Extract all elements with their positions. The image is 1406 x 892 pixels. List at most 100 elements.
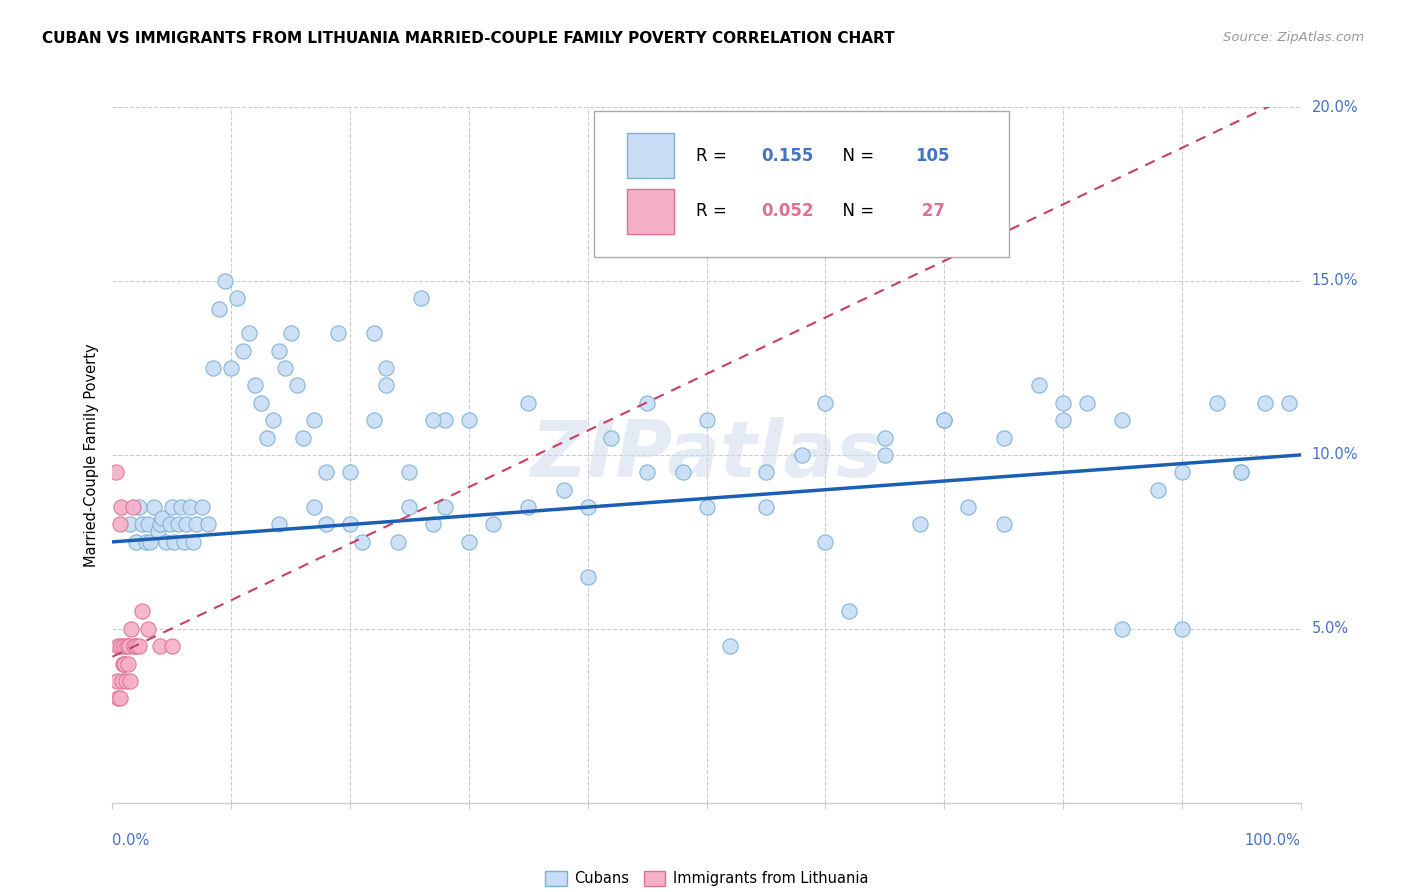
Point — [481, 517, 503, 532]
Point — [1111, 413, 1133, 427]
Point — [422, 413, 444, 427]
Point — [107, 691, 129, 706]
Point — [174, 517, 197, 532]
Point — [934, 413, 956, 427]
Point — [125, 639, 148, 653]
Text: 5.0%: 5.0% — [1312, 622, 1348, 636]
Point — [517, 395, 540, 409]
Point — [226, 291, 249, 305]
Point — [108, 517, 131, 532]
Point — [105, 674, 128, 689]
Point — [291, 430, 314, 444]
Point — [243, 378, 266, 392]
Point — [553, 483, 575, 497]
Point — [173, 534, 195, 549]
Text: 15.0%: 15.0% — [1312, 274, 1358, 288]
Point — [458, 413, 481, 427]
Point — [363, 326, 385, 340]
FancyBboxPatch shape — [627, 189, 675, 234]
Point — [107, 639, 129, 653]
Point — [146, 524, 169, 539]
Point — [1230, 466, 1253, 480]
Point — [112, 657, 135, 671]
Point — [1111, 622, 1133, 636]
Point — [1028, 378, 1050, 392]
Point — [1052, 395, 1074, 409]
Point — [1170, 466, 1192, 480]
Point — [131, 605, 153, 619]
Point — [150, 510, 173, 524]
Point — [285, 378, 308, 392]
Point — [814, 395, 837, 409]
Point — [956, 500, 979, 514]
Point — [696, 500, 718, 514]
Point — [262, 413, 284, 427]
Point — [1147, 483, 1170, 497]
Text: R =: R = — [696, 202, 731, 220]
Point — [411, 291, 433, 305]
Point — [110, 639, 132, 653]
Point — [267, 343, 290, 358]
Point — [155, 534, 177, 549]
Point — [170, 500, 193, 514]
Text: Source: ZipAtlas.com: Source: ZipAtlas.com — [1223, 31, 1364, 45]
Point — [120, 674, 142, 689]
Point — [339, 466, 361, 480]
Point — [1254, 395, 1277, 409]
Point — [1170, 622, 1192, 636]
Point — [128, 639, 150, 653]
Point — [458, 534, 481, 549]
Point — [910, 517, 932, 532]
Point — [110, 500, 132, 514]
Point — [387, 534, 409, 549]
Point — [256, 430, 278, 444]
Point — [149, 639, 172, 653]
Text: R =: R = — [696, 147, 731, 165]
Text: 0.0%: 0.0% — [112, 833, 149, 848]
Point — [179, 500, 201, 514]
Text: 10.0%: 10.0% — [1312, 448, 1358, 462]
Point — [350, 534, 373, 549]
Point — [274, 360, 297, 375]
Point — [304, 500, 326, 514]
Point — [219, 360, 242, 375]
Text: 20.0%: 20.0% — [1312, 100, 1358, 114]
Point — [672, 466, 695, 480]
Text: ZIPatlas: ZIPatlas — [530, 417, 883, 493]
Point — [112, 639, 135, 653]
Point — [696, 221, 718, 235]
Point — [814, 534, 837, 549]
Point — [339, 517, 361, 532]
Point — [128, 500, 150, 514]
Point — [125, 534, 148, 549]
Point — [934, 413, 956, 427]
Point — [139, 534, 162, 549]
Point — [163, 534, 186, 549]
Point — [120, 517, 142, 532]
Point — [122, 639, 145, 653]
FancyBboxPatch shape — [593, 111, 1010, 257]
Point — [121, 500, 143, 514]
Point — [434, 413, 457, 427]
Point — [115, 639, 138, 653]
Point — [160, 500, 183, 514]
Point — [166, 517, 188, 532]
Point — [576, 570, 599, 584]
Y-axis label: Married-Couple Family Poverty: Married-Couple Family Poverty — [84, 343, 100, 566]
Point — [208, 301, 231, 316]
Point — [374, 360, 396, 375]
Point — [118, 639, 141, 653]
FancyBboxPatch shape — [627, 133, 675, 178]
Point — [790, 448, 813, 462]
Point — [181, 534, 204, 549]
Point — [238, 326, 260, 340]
Point — [422, 517, 444, 532]
Point — [304, 413, 326, 427]
Point — [363, 413, 385, 427]
Text: 105: 105 — [915, 147, 950, 165]
Point — [190, 500, 212, 514]
Point — [1076, 395, 1098, 409]
Text: N =: N = — [832, 202, 880, 220]
Point — [135, 534, 157, 549]
Point — [202, 360, 225, 375]
